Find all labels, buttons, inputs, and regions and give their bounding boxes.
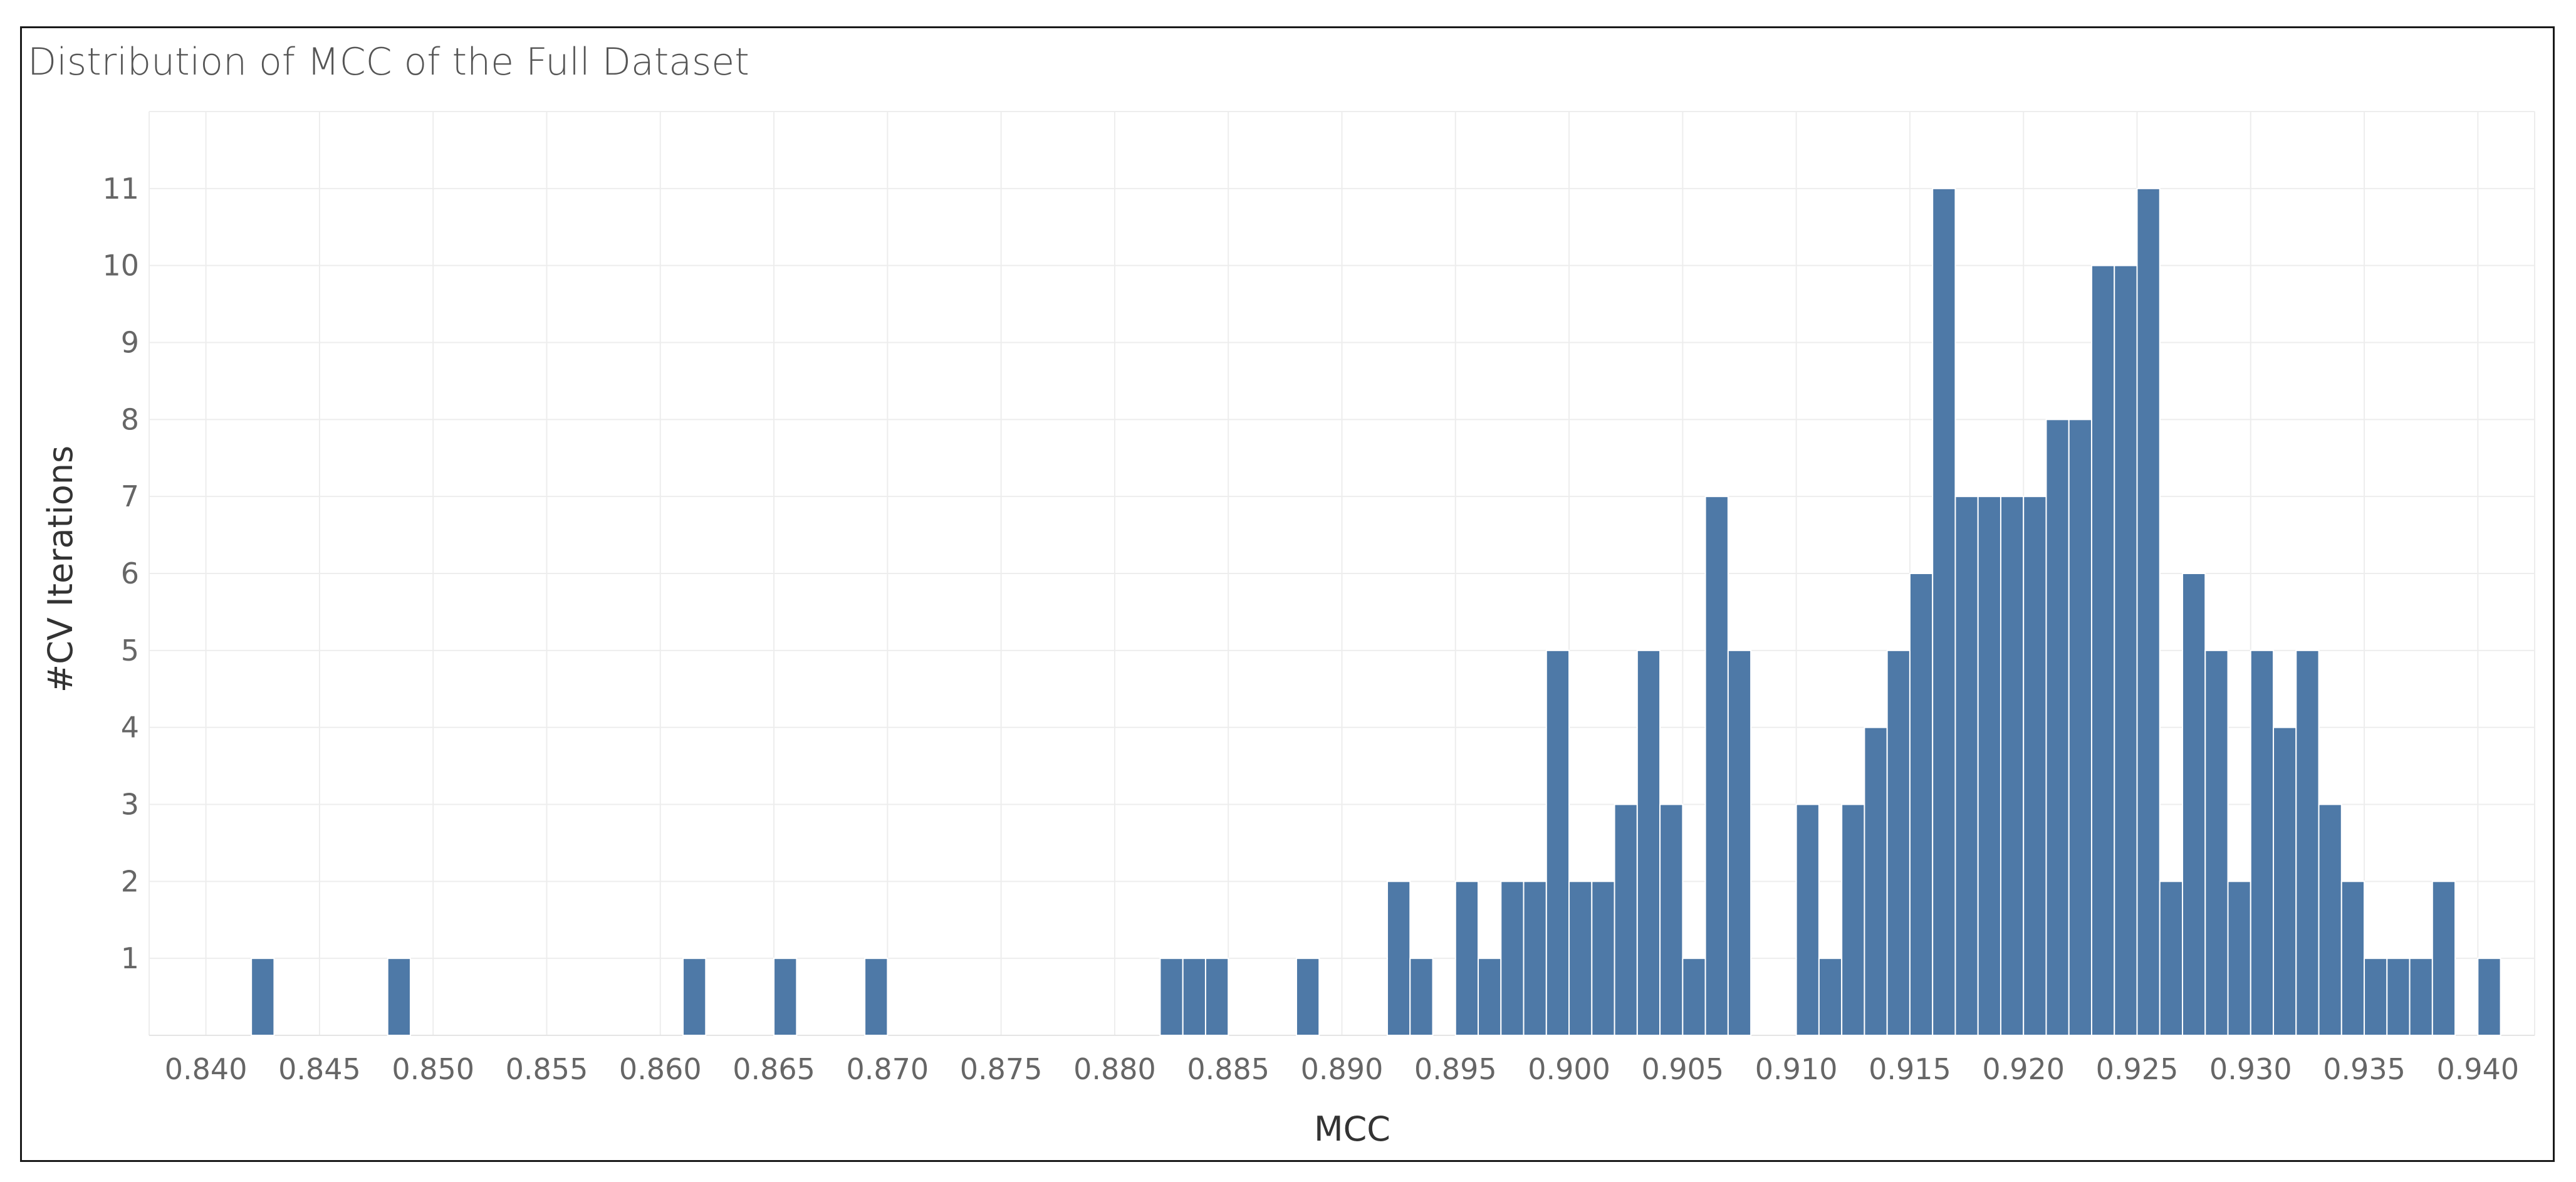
- histogram-bar: [1704, 496, 1729, 1036]
- x-tick-label: 0.890: [1301, 1052, 1384, 1086]
- histogram-bar: [1182, 958, 1206, 1036]
- histogram-bar: [1387, 881, 1411, 1037]
- histogram-bar: [1614, 803, 1638, 1036]
- histogram-bar: [2136, 187, 2161, 1036]
- x-tick-label: 0.910: [1755, 1052, 1838, 1086]
- histogram-bar: [2409, 958, 2433, 1036]
- histogram-bar: [2318, 803, 2342, 1036]
- histogram-bar: [2159, 881, 2184, 1037]
- histogram-bar: [2386, 958, 2411, 1036]
- histogram-bar: [2477, 958, 2501, 1036]
- histogram-bar: [2182, 573, 2206, 1036]
- x-tick-label: 0.860: [619, 1052, 702, 1086]
- histogram-bar: [1204, 958, 1229, 1036]
- x-tick-label: 0.875: [960, 1052, 1043, 1086]
- histogram-bar: [2090, 264, 2115, 1037]
- y-tick-label: 3: [121, 788, 139, 822]
- histogram-bar: [1295, 958, 1320, 1036]
- histogram-bar: [1977, 496, 2001, 1036]
- x-tick-label: 0.930: [2209, 1052, 2292, 1086]
- y-tick-label: 8: [121, 402, 139, 436]
- histogram-bar: [1523, 881, 1547, 1037]
- histogram-bar: [1159, 958, 1184, 1036]
- y-tick-label: 2: [121, 864, 139, 898]
- histogram-bar: [1500, 881, 1525, 1037]
- histogram-bar: [2295, 649, 2320, 1037]
- histogram-bar: [1591, 881, 1615, 1037]
- histogram-bar: [1954, 496, 1979, 1036]
- x-tick-label: 0.870: [847, 1052, 929, 1086]
- y-axis-title: #CV Iterations: [41, 446, 80, 693]
- histogram-bar: [2204, 649, 2229, 1037]
- histogram-bar: [1932, 187, 1956, 1036]
- y-tick-label: 7: [121, 479, 139, 513]
- histogram-bar: [387, 958, 411, 1036]
- y-tick-label: 4: [121, 711, 139, 745]
- histogram-bars: [251, 187, 2501, 1037]
- y-tick-label: 6: [121, 557, 139, 590]
- histogram-bar: [2000, 496, 2025, 1036]
- histogram-bar: [1568, 881, 1593, 1037]
- y-tick-label: 11: [102, 172, 139, 206]
- histogram-bar: [2114, 264, 2138, 1037]
- x-tick-label: 0.880: [1073, 1052, 1156, 1086]
- histogram-bar: [2273, 726, 2297, 1036]
- y-tick-label: 1: [121, 941, 139, 975]
- histogram-bar: [1886, 649, 1911, 1037]
- histogram-bar: [1818, 958, 1843, 1036]
- histogram-bar: [1545, 649, 1570, 1037]
- histogram-bar: [1864, 726, 1888, 1036]
- x-tick-label: 0.925: [2096, 1052, 2179, 1086]
- x-tick-label: 0.845: [278, 1052, 361, 1086]
- x-tick-label: 0.905: [1642, 1052, 1724, 1086]
- histogram-bar: [1909, 573, 1934, 1036]
- histogram-bar: [1636, 649, 1661, 1037]
- y-tick-label: 9: [121, 326, 139, 360]
- histogram-bar: [1841, 803, 1865, 1036]
- histogram-bar: [2023, 496, 2047, 1036]
- histogram-bar: [1454, 881, 1479, 1037]
- y-tick-label: 5: [121, 634, 139, 667]
- histogram-bar: [2068, 419, 2092, 1036]
- histogram-bar: [1659, 803, 1684, 1036]
- chart-title: Distribution of MCC of the Full Dataset: [28, 40, 749, 84]
- x-tick-label: 0.865: [733, 1052, 815, 1086]
- histogram-bar: [864, 958, 889, 1036]
- histogram-bar: [2227, 881, 2251, 1037]
- histogram-bar: [1727, 649, 1752, 1037]
- histogram-bar: [2250, 649, 2275, 1037]
- x-tick-label: 0.885: [1187, 1052, 1270, 1086]
- x-axis-title: MCC: [1314, 1109, 1390, 1149]
- x-tick-label: 0.915: [1869, 1052, 1951, 1086]
- x-tick-label: 0.935: [2323, 1052, 2406, 1086]
- x-tick-label: 0.850: [392, 1052, 474, 1086]
- histogram-bar: [2340, 881, 2365, 1037]
- histogram-bar: [2364, 958, 2388, 1036]
- histogram-bar: [2045, 419, 2070, 1036]
- x-tick-label: 0.855: [506, 1052, 588, 1086]
- x-tick-label: 0.900: [1528, 1052, 1610, 1086]
- y-tick-label: 10: [102, 249, 139, 283]
- histogram-bar: [682, 958, 707, 1036]
- x-tick-label: 0.940: [2437, 1052, 2520, 1086]
- x-tick-label: 0.920: [1982, 1052, 2065, 1086]
- y-axis-ticks: 1 2 3 4 5 6 7 8 9 10 11: [102, 172, 139, 975]
- x-axis-ticks: 0.840 0.845 0.850 0.855 0.860 0.865 0.870 0.875…: [165, 1052, 2519, 1086]
- histogram-bar: [1795, 803, 1820, 1036]
- histogram-bar: [2431, 881, 2456, 1037]
- x-tick-label: 0.840: [165, 1052, 248, 1086]
- histogram-bar: [773, 958, 798, 1036]
- histogram-bar: [251, 958, 275, 1036]
- histogram-bar: [1409, 958, 1434, 1036]
- histogram-bar: [1682, 958, 1706, 1036]
- x-tick-label: 0.895: [1414, 1052, 1497, 1086]
- histogram-bar: [1478, 958, 1502, 1036]
